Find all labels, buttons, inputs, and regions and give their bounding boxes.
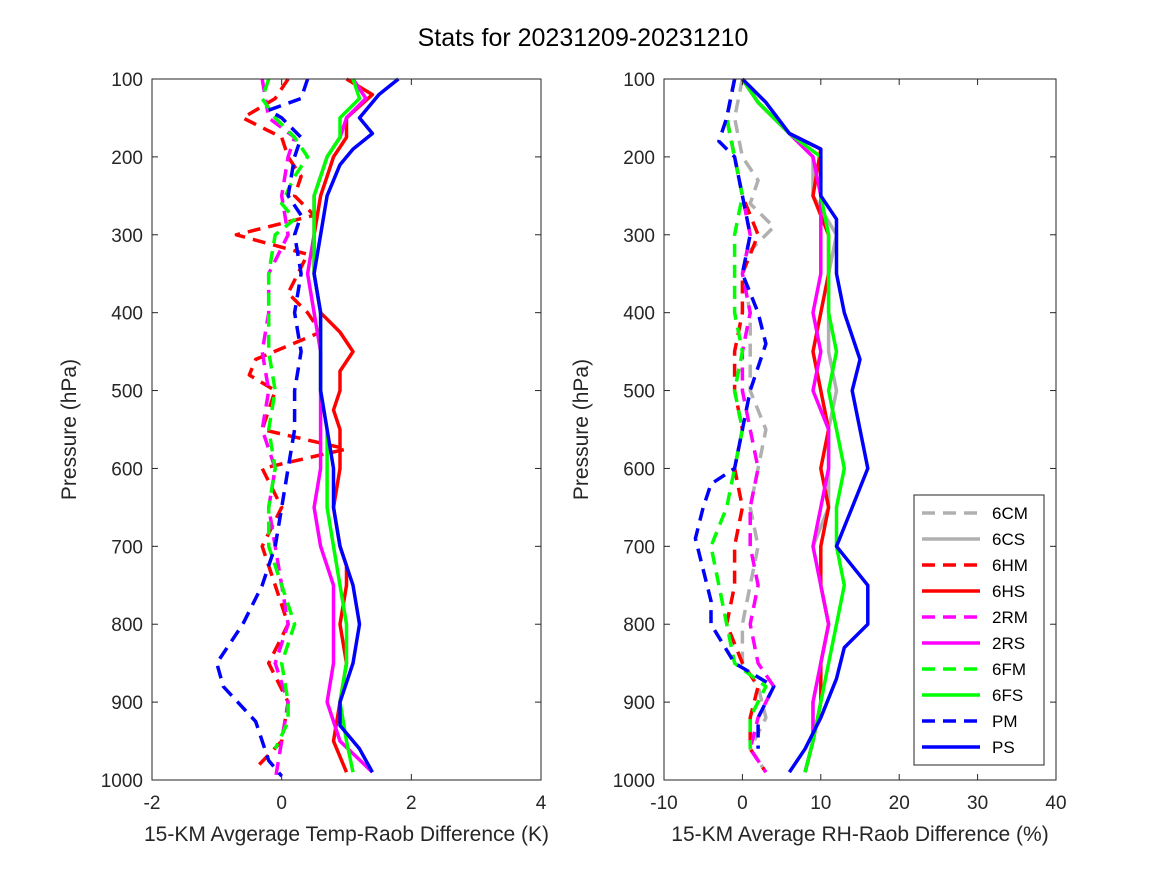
temp-y-tick-label: 500 [111, 382, 143, 403]
rh-y-tick-label: 900 [623, 693, 655, 714]
rh-series-6fm [709, 78, 768, 749]
temp-x-axis-title: 15-KM Avgerage Temp-Raob Difference (K) [144, 823, 549, 846]
rh-x-tick-label: -10 [650, 793, 677, 814]
temp-series-6fm [260, 78, 310, 750]
temp-axes-box [151, 78, 542, 781]
temp-y-axis-title: Pressure (hPa) [58, 359, 81, 500]
legend-label-6cs: 6CS [992, 530, 1025, 549]
temp-y-tick-label: 300 [111, 226, 143, 247]
temp-y-tick-label: 200 [111, 148, 143, 169]
temp-y-tick-label: 1000 [101, 771, 143, 792]
rh-x-tick-label: 30 [967, 793, 988, 814]
legend-label-6cm: 6CM [992, 504, 1028, 523]
rh-y-tick-label: 500 [623, 382, 655, 403]
rh-y-tick-label: 400 [623, 304, 655, 325]
legend-label-2rs: 2RS [992, 634, 1025, 653]
temp-series-ps [312, 77, 400, 774]
temp-y-tick-label: 400 [111, 304, 143, 325]
rh-y-tick-label: 200 [623, 148, 655, 169]
temp-series-pm [215, 78, 310, 778]
legend-label-ps: PS [992, 738, 1015, 757]
rh-x-axis-title: 15-KM Average RH-Raob Difference (%) [671, 823, 1048, 846]
rh-y-tick-label: 300 [623, 226, 655, 247]
temp-panel: -2 0 2 4 100 200 300 400 500 600 700 800 900 1000 15-K… [58, 70, 549, 846]
rh-series-6hs [740, 78, 831, 773]
rh-panel: -10 0 10 20 30 40 100 200 300 400 500 600 700 800 900 1… [570, 70, 1067, 846]
temp-y-tick-label: 700 [111, 537, 143, 558]
legend: 6CM 6CS 6HM 6HS 2RM 2RS 6FM 6FS PM PS [913, 494, 1045, 766]
temp-y-tick-label: 600 [111, 459, 143, 480]
temp-x-tick-label: 0 [276, 793, 287, 814]
temp-x-tick-label: 2 [406, 793, 417, 814]
rh-series-pm [693, 78, 776, 749]
legend-label-6fs: 6FS [992, 686, 1023, 705]
temp-x-tick-label: -2 [144, 793, 161, 814]
rh-x-tick-label: 0 [737, 793, 748, 814]
temp-x-tick-label: 4 [536, 793, 547, 814]
legend-label-6hs: 6HS [992, 582, 1025, 601]
temp-y-tick-label: 800 [111, 615, 143, 636]
rh-series-2rs [740, 78, 831, 773]
rh-y-tick-label: 100 [623, 70, 655, 91]
rh-axes-box [663, 78, 1057, 781]
temp-y-tick-label: 900 [111, 693, 143, 714]
rh-x-tick-label: 20 [889, 793, 910, 814]
temp-series-6hm [234, 78, 349, 770]
rh-y-tick-label: 1000 [613, 771, 655, 792]
legend-label-2rm: 2RM [992, 608, 1028, 627]
legend-label-6fm: 6FM [992, 660, 1026, 679]
legend-label-6hm: 6HM [992, 556, 1028, 575]
legend-label-pm: PM [992, 712, 1018, 731]
temp-y-tick-label: 100 [111, 70, 143, 91]
rh-series-ps [741, 77, 870, 774]
rh-series-2rm [724, 78, 776, 774]
rh-y-axis-title: Pressure (hPa) [570, 359, 593, 500]
rh-y-tick-label: 600 [623, 459, 655, 480]
temp-series-6hs [312, 77, 375, 773]
rh-y-tick-label: 800 [623, 615, 655, 636]
rh-x-tick-label: 10 [810, 793, 831, 814]
rh-y-tick-label: 700 [623, 537, 655, 558]
figure-title: Stats for 20231209-20231210 [418, 24, 749, 52]
rh-x-tick-label: 40 [1045, 793, 1066, 814]
